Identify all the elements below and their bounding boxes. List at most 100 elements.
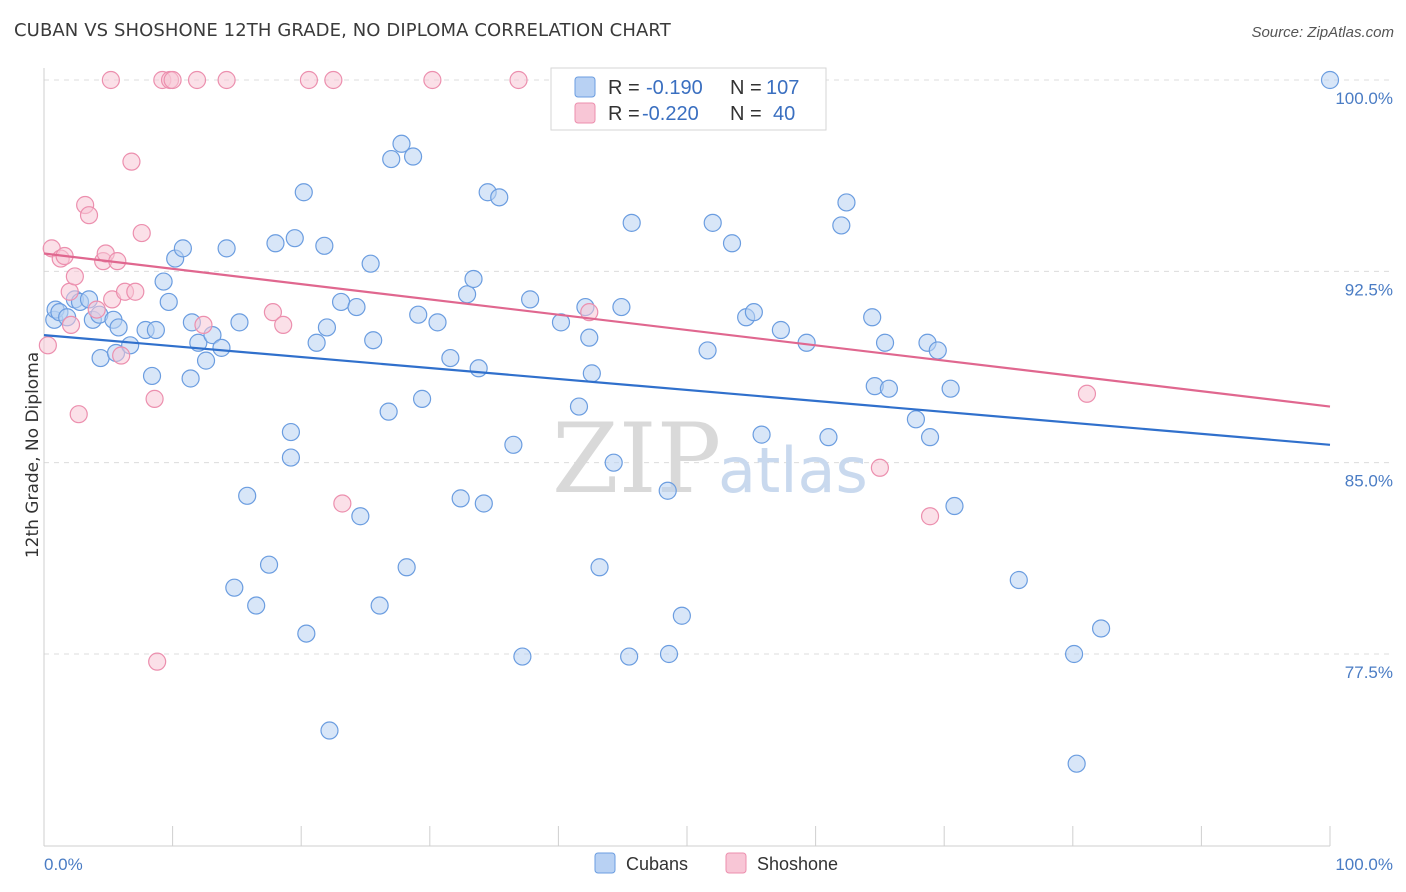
shoshone-point (870, 458, 890, 477)
cubans-point (212, 338, 231, 357)
cubans-point (622, 213, 641, 232)
cubans-point (941, 379, 960, 398)
cubans-point (173, 239, 192, 258)
x-tick-label-max: 100.0% (1335, 855, 1393, 874)
cubans-point (879, 379, 899, 398)
shoshone-point (163, 70, 182, 90)
shoshone-point (61, 315, 81, 335)
shoshone-point (69, 405, 88, 424)
cubans-point (744, 303, 763, 322)
cubans-point (285, 229, 304, 248)
bottom-legend-cubans-label: Cubans (626, 854, 688, 874)
legend-shoshone-swatch (574, 102, 596, 124)
legend-box (550, 67, 827, 131)
bottom-legend-cubans-swatch (594, 852, 616, 874)
y-tick-label: 100.0% (1335, 89, 1393, 108)
cubans-point (351, 507, 370, 526)
cubans-point (582, 364, 601, 383)
cubans-point (504, 435, 523, 454)
chart-title: CUBAN VS SHOSHONE 12TH GRADE, NO DIPLOMA… (14, 20, 671, 41)
cubans-point (142, 366, 162, 386)
cubans-point (320, 721, 339, 740)
shoshone-point (274, 315, 293, 335)
cubans-point (225, 578, 244, 597)
cubans-point (361, 254, 380, 273)
legend: R = -0.190 N = 107 R = -0.220 N = 40 (550, 67, 827, 131)
y-axis-label: 12th Grade, No Diploma (23, 352, 43, 558)
cubans-point (382, 149, 401, 169)
cubans-point (247, 596, 266, 615)
cubans-point (403, 147, 423, 166)
shoshone-point (333, 494, 352, 513)
cubans-point (474, 494, 493, 513)
watermark: ZIP atlas (552, 403, 868, 515)
cubans-point (347, 297, 366, 317)
bottom-legend-shoshone-swatch (725, 852, 747, 874)
cubans-point (331, 292, 351, 312)
cubans-point (620, 647, 639, 666)
cubans-point (604, 453, 623, 472)
cubans-point (819, 428, 838, 447)
shoshone-point (217, 70, 236, 90)
legend-cubans-r-value: -0.190 (646, 77, 703, 99)
cubans-point (297, 624, 316, 643)
cubans-point (469, 359, 488, 378)
shoshone-point (148, 652, 167, 671)
shoshone-point (187, 70, 207, 90)
shoshone-point (145, 389, 164, 408)
cubans-point (464, 269, 483, 289)
cubans-point (1064, 644, 1084, 664)
legend-shoshone-r-label: R = (608, 103, 640, 125)
cubans-point (580, 328, 599, 347)
cubans-point (281, 448, 301, 467)
shoshone-point (65, 267, 84, 286)
cubans-point (1067, 754, 1086, 773)
legend-cubans-r-label: R = (608, 77, 640, 99)
cubans-point (658, 481, 677, 500)
cubans-point (875, 333, 895, 352)
cubans-point (722, 234, 742, 253)
cubans-trend-line (43, 334, 1331, 446)
x-ticks (43, 826, 1331, 846)
shoshone-point (126, 282, 145, 301)
cubans-point (698, 341, 717, 360)
cubans-point (238, 486, 257, 505)
shoshone-point (299, 70, 319, 90)
shoshone-point (509, 70, 528, 90)
shoshone-point (122, 152, 141, 171)
grid-lines (44, 79, 1393, 655)
cubans-point (551, 313, 571, 332)
cubans-point (364, 331, 383, 350)
cubans-point (441, 348, 460, 368)
y-tick-label: 92.5% (1345, 280, 1393, 299)
cubans-point (154, 272, 173, 291)
cubans-point (659, 644, 679, 664)
bottom-legend-shoshone-label: Shoshone (757, 854, 838, 874)
legend-cubans-n-value: 107 (766, 77, 799, 99)
y-tick-label: 85.0% (1345, 472, 1393, 491)
legend-shoshone-n-value: 40 (773, 103, 795, 125)
cubans-point (832, 216, 851, 235)
cubans-point (392, 134, 411, 153)
cubans-point (1320, 70, 1340, 90)
shoshone-point (324, 70, 343, 90)
y-tick-label: 77.5% (1345, 663, 1393, 682)
cubans-point (906, 410, 926, 429)
cubans-point (945, 496, 964, 516)
source-label: Source: ZipAtlas.com (1251, 24, 1394, 41)
legend-shoshone-n-label: N = (730, 103, 762, 125)
cubans-point (109, 318, 128, 337)
cubans-point (569, 397, 589, 416)
cubans-point (752, 425, 771, 444)
cubans-point (307, 333, 326, 352)
cubans-point (612, 297, 631, 317)
cubans-point (315, 236, 334, 255)
cubans-point (196, 351, 216, 370)
cubans-point (490, 188, 509, 207)
cubans-point (920, 428, 940, 447)
bottom-legend: Cubans Shoshone (594, 852, 838, 874)
shoshone-trend-line (43, 252, 1331, 408)
cubans-point (412, 389, 432, 408)
cubans-point (1009, 570, 1028, 590)
